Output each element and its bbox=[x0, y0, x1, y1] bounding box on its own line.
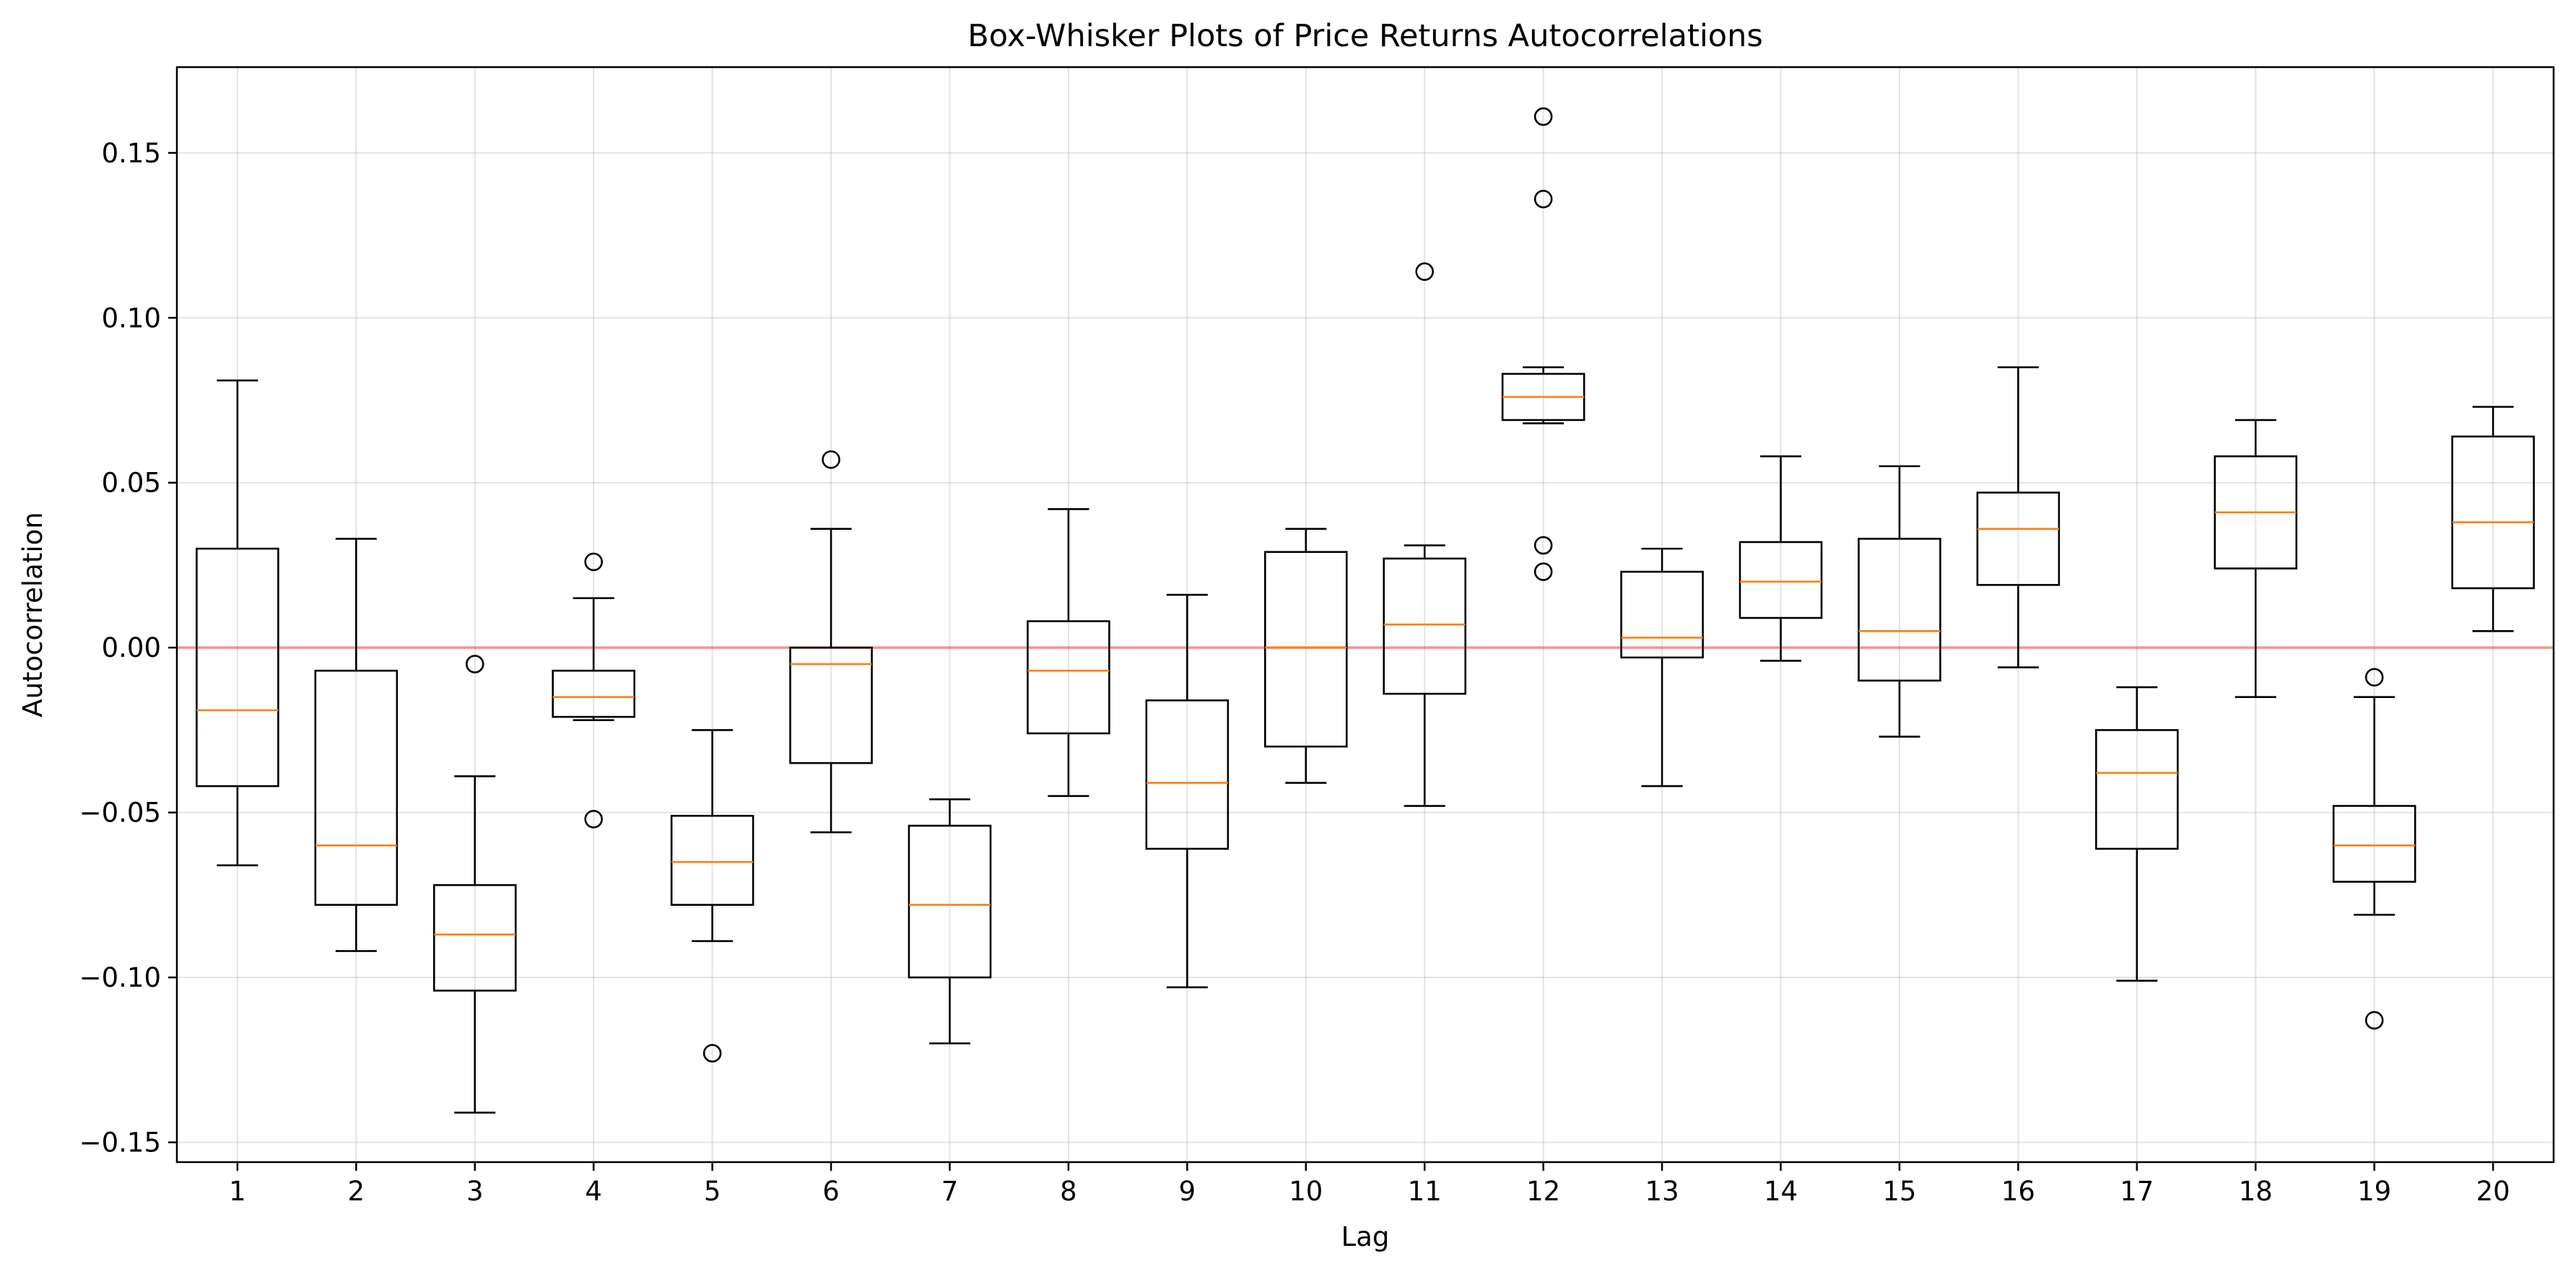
x-tick-label: 2 bbox=[348, 1176, 365, 1207]
box-layer bbox=[196, 107, 2535, 1114]
box-lag-5 bbox=[670, 729, 754, 1063]
x-tick-label: 5 bbox=[704, 1176, 721, 1207]
iqr-box bbox=[1858, 538, 1941, 682]
box-lag-12 bbox=[1501, 107, 1585, 581]
x-tick-label: 15 bbox=[1882, 1176, 1916, 1207]
box-lag-17 bbox=[2095, 686, 2179, 982]
x-tick-label: 19 bbox=[2357, 1176, 2391, 1207]
iqr-box bbox=[2451, 435, 2535, 590]
box-lag-16 bbox=[1976, 366, 2061, 668]
box-lag-9 bbox=[1145, 593, 1230, 989]
plot-frame bbox=[175, 66, 2555, 1164]
box-lag-7 bbox=[908, 798, 992, 1044]
box-lag-10 bbox=[1263, 528, 1348, 784]
box-lag-13 bbox=[1620, 547, 1704, 787]
x-tick-label: 14 bbox=[1764, 1176, 1798, 1207]
iqr-box bbox=[1383, 557, 1467, 695]
outlier-point bbox=[1533, 536, 1553, 555]
iqr-box bbox=[908, 824, 992, 979]
iqr-box bbox=[789, 646, 873, 764]
box-lag-14 bbox=[1739, 455, 1823, 662]
x-tick-label: 16 bbox=[2001, 1176, 2035, 1207]
y-tick-label: 0.05 bbox=[102, 468, 161, 499]
iqr-box bbox=[1263, 551, 1348, 748]
x-tick-label: 7 bbox=[941, 1176, 959, 1207]
x-tick-label: 9 bbox=[1179, 1176, 1196, 1207]
outlier-point bbox=[1533, 562, 1553, 581]
outlier-point bbox=[822, 450, 840, 469]
outlier-point bbox=[1533, 189, 1553, 209]
y-tick-label: 0.15 bbox=[102, 138, 161, 169]
box-lag-4 bbox=[552, 552, 635, 829]
y-tick-label: −0.05 bbox=[79, 798, 161, 829]
box-lag-3 bbox=[432, 655, 517, 1114]
y-tick-label: −0.15 bbox=[79, 1127, 161, 1159]
x-tick-label: 13 bbox=[1645, 1176, 1679, 1207]
y-axis-label: Autocorrelation bbox=[17, 512, 48, 717]
iqr-box bbox=[1739, 541, 1823, 619]
box-lag-1 bbox=[196, 379, 279, 867]
outlier-point bbox=[1415, 262, 1435, 282]
box-lag-15 bbox=[1858, 465, 1941, 738]
box-lag-8 bbox=[1027, 507, 1110, 798]
outlier-point bbox=[465, 655, 484, 673]
y-tick-label: 0.00 bbox=[102, 632, 161, 663]
y-tick-label: −0.10 bbox=[79, 962, 161, 993]
x-tick-label: 6 bbox=[822, 1176, 840, 1207]
outlier-point bbox=[584, 552, 603, 572]
iqr-box bbox=[1976, 492, 2061, 586]
x-tick-label: 4 bbox=[585, 1176, 602, 1207]
x-tick-label: 3 bbox=[466, 1176, 484, 1207]
x-tick-label: 20 bbox=[2476, 1176, 2510, 1207]
iqr-box bbox=[1145, 699, 1230, 850]
outlier-point bbox=[2364, 1011, 2384, 1030]
x-axis-label: Lag bbox=[1341, 1221, 1390, 1252]
axis-ticks: −0.15−0.10−0.050.000.050.100.151 2 3 4 5 6 7 8 9… bbox=[79, 138, 2510, 1207]
iqr-box bbox=[196, 547, 279, 787]
outlier-point bbox=[584, 809, 603, 829]
outlier-point bbox=[2364, 668, 2384, 687]
iqr-box bbox=[1027, 620, 1110, 735]
iqr-box bbox=[1620, 570, 1704, 659]
x-tick-label: 11 bbox=[1408, 1176, 1442, 1207]
chart-title: Box-Whisker Plots of Price Returns Autoc… bbox=[967, 18, 1763, 54]
outlier-point bbox=[1533, 107, 1553, 126]
iqr-box bbox=[432, 883, 517, 992]
box-lag-19 bbox=[2332, 668, 2416, 1030]
x-tick-label: 18 bbox=[2239, 1176, 2273, 1207]
x-tick-label: 12 bbox=[1526, 1176, 1560, 1207]
x-tick-label: 17 bbox=[2120, 1176, 2154, 1207]
x-tick-label: 10 bbox=[1289, 1176, 1323, 1207]
y-tick-label: 0.10 bbox=[102, 302, 161, 333]
box-lag-6 bbox=[789, 450, 873, 834]
x-tick-label: 1 bbox=[229, 1176, 246, 1207]
box-lag-11 bbox=[1383, 262, 1467, 807]
box-lag-20 bbox=[2451, 406, 2535, 632]
iqr-box bbox=[314, 669, 399, 906]
iqr-box bbox=[552, 669, 635, 718]
box-lag-2 bbox=[314, 538, 399, 952]
x-tick-label: 8 bbox=[1060, 1176, 1077, 1207]
outlier-point bbox=[702, 1044, 722, 1063]
iqr-box bbox=[2095, 729, 2179, 850]
iqr-box bbox=[2332, 805, 2416, 883]
iqr-box bbox=[670, 814, 754, 906]
box-lag-18 bbox=[2214, 419, 2298, 699]
